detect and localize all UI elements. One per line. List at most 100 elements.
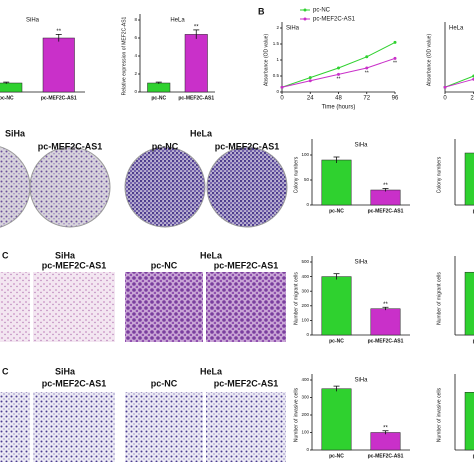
x-tick-label: pc-NC	[0, 95, 14, 101]
image-label: pc-MEF2C-AS1	[215, 141, 280, 151]
image-label: pc-MEF2C-AS1	[214, 260, 279, 270]
x-tick-label: 72	[363, 96, 370, 102]
plate	[0, 146, 31, 228]
y-tick-label: 100	[301, 318, 309, 323]
legend-label: pc-MEF2C-AS1	[313, 17, 356, 23]
invasion-images	[0, 392, 286, 462]
micrograph	[33, 272, 115, 342]
micrograph	[125, 272, 203, 342]
y-tick-label: 400	[301, 274, 309, 279]
point	[365, 66, 369, 70]
series-line	[444, 75, 474, 88]
bar	[464, 392, 474, 451]
significance: **	[56, 29, 61, 35]
y-tick-label: 100	[301, 430, 309, 435]
y-tick-label: 500	[301, 259, 309, 264]
legend-marker	[303, 17, 307, 21]
micrograph	[206, 392, 286, 462]
plate	[124, 146, 206, 228]
point	[365, 55, 369, 59]
y-tick-label: 0.5	[273, 73, 280, 78]
y-axis-label: Colony numbers	[436, 156, 442, 193]
y-axis-label: Relative expression of MEF2C-AS1	[121, 16, 127, 95]
y-tick-label: 0	[134, 89, 137, 94]
bar	[370, 308, 401, 336]
micrograph	[125, 392, 203, 462]
image-label: pc-MEF2C-AS1	[38, 141, 103, 151]
panel-label: B	[258, 6, 265, 16]
image-label: pc-MEF2C-AS1	[42, 378, 107, 388]
x-tick-label: 24	[470, 96, 474, 102]
x-tick-label: pc-NC	[151, 95, 166, 101]
bar	[0, 82, 23, 93]
x-tick-label: pc-MEF2C-AS1	[178, 95, 214, 101]
significance: **	[383, 183, 388, 189]
x-tick-label: 96	[392, 96, 399, 102]
bar	[370, 189, 401, 206]
x-tick-label: pc-NC	[473, 208, 474, 214]
image-label: pc-NC	[151, 378, 178, 388]
y-axis-label: Absorbance (OD value)	[426, 34, 432, 87]
chart-title: SiHa	[354, 260, 368, 266]
micrograph	[0, 272, 30, 342]
image-title: HeLa	[190, 128, 213, 138]
plate	[29, 146, 111, 228]
micrograph	[0, 392, 30, 462]
chart-title: HeLa	[449, 26, 464, 32]
image-label: pc-NC	[152, 141, 179, 151]
x-tick-label: pc-NC	[329, 453, 344, 459]
migration-images	[0, 272, 286, 342]
y-axis-label: Colony numbers	[293, 156, 299, 193]
image-label: pc-MEF2C-AS1	[42, 260, 107, 270]
bar	[321, 159, 352, 206]
y-tick-label: 200	[301, 303, 309, 308]
bar	[184, 34, 208, 93]
y-tick-label: 0	[306, 447, 309, 452]
bar	[464, 271, 474, 336]
image-label: pc-MEF2C-AS1	[214, 378, 279, 388]
point	[280, 85, 284, 89]
y-tick-label: 1.5	[273, 41, 280, 46]
x-tick-label: pc-MEF2C-AS1	[368, 453, 404, 459]
chart-title: SiHa	[286, 26, 300, 32]
bar	[464, 152, 474, 206]
image-title: SiHa	[55, 250, 76, 260]
y-axis-label: Number of invasive cells	[293, 387, 299, 442]
point	[443, 85, 447, 89]
x-tick-label: pc-NC	[329, 338, 344, 344]
x-tick-label: 48	[335, 96, 342, 102]
y-axis-label: Absorbance (OD value)	[263, 34, 269, 87]
chart-title: SiHa	[354, 143, 368, 149]
x-tick-label: pc-NC	[473, 338, 474, 344]
image-title: HeLa	[200, 250, 223, 260]
y-tick-label: 2	[134, 71, 137, 76]
image-title: HeLa	[200, 366, 223, 376]
bar	[321, 276, 352, 336]
micrograph	[206, 272, 286, 342]
x-tick-label: 0	[443, 96, 447, 102]
plate	[206, 146, 288, 228]
point	[337, 72, 340, 76]
point	[308, 76, 312, 80]
y-axis-label: Number of invasive cells	[436, 387, 442, 442]
y-tick-label: 50	[304, 177, 310, 182]
y-tick-label: 8	[134, 17, 137, 22]
y-tick-label: 300	[301, 395, 309, 400]
chart-title: SiHa	[26, 18, 40, 24]
x-tick-label: 0	[280, 96, 284, 102]
y-axis-label: Number of migrant cells	[293, 272, 299, 325]
y-tick-label: 1	[276, 57, 279, 62]
x-tick-label: pc-MEF2C-AS1	[41, 95, 77, 101]
image-label: pc-NC	[151, 260, 178, 270]
y-tick-label: 0	[306, 202, 309, 207]
significance: **	[194, 24, 199, 30]
significance: **	[365, 70, 369, 76]
point	[393, 56, 397, 60]
colony-images	[0, 146, 288, 228]
point	[308, 79, 312, 83]
bar	[370, 432, 401, 451]
image-cut-label: C	[2, 366, 9, 376]
bar	[147, 82, 171, 93]
x-tick-label: pc-MEF2C-AS1	[368, 338, 404, 344]
x-tick-label: pc-NC	[329, 208, 344, 214]
